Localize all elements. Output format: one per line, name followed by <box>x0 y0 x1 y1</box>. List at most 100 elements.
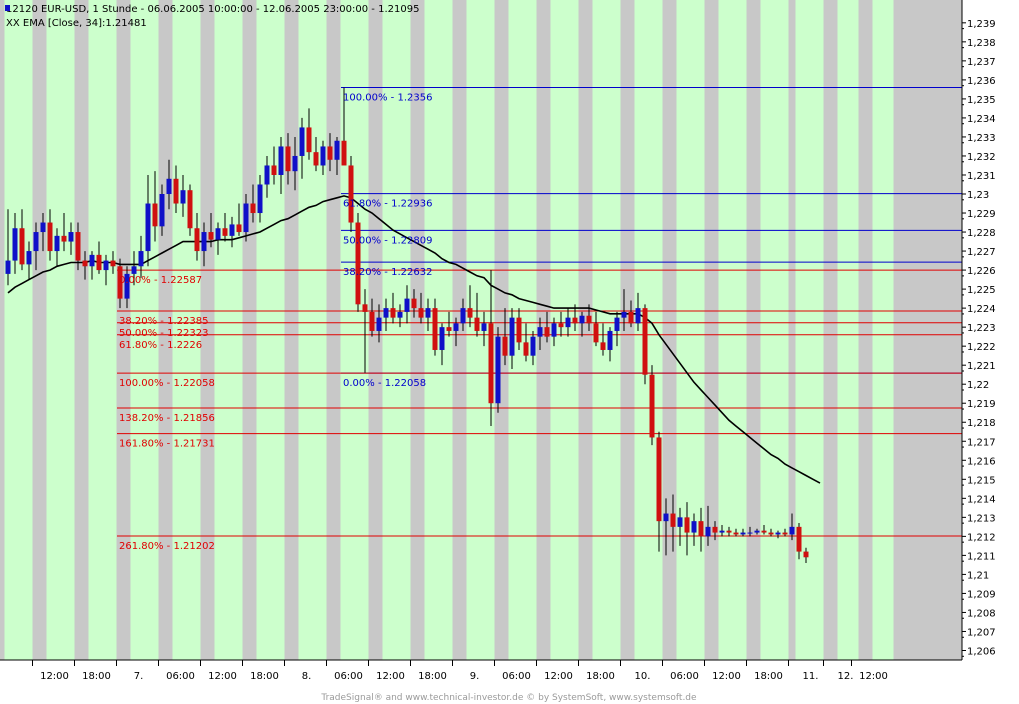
candle-body-up <box>481 323 487 331</box>
band-green <box>172 0 201 660</box>
candle-body-up <box>320 146 326 166</box>
candle-body-down <box>75 232 81 261</box>
x-tick-label: 12. <box>838 671 854 682</box>
y-tick-label: 1,219 <box>967 399 996 410</box>
x-tick-label: 06:00 <box>166 671 195 682</box>
y-tick-label: 1,22 <box>967 380 989 391</box>
x-tick-label: 12:00 <box>544 671 573 682</box>
candle-body-up <box>54 235 60 252</box>
candle-body-down <box>768 532 774 535</box>
candle-body-down <box>152 203 158 227</box>
candle-body-down <box>712 526 718 533</box>
candle-body-up <box>607 330 613 350</box>
candle-body-down <box>271 165 277 175</box>
band-green <box>795 0 824 660</box>
x-tick-label: 7. <box>134 671 144 682</box>
y-tick-label: 1,213 <box>967 513 996 524</box>
series-marker-icon <box>5 5 10 11</box>
x-axis-panel <box>0 660 962 690</box>
candle-body-down <box>327 146 333 160</box>
candle-body-up <box>131 266 137 274</box>
x-tick-label: 12:00 <box>40 671 69 682</box>
candle-body-up <box>460 308 466 324</box>
y-tick-label: 1,207 <box>967 627 996 638</box>
candlestick-series <box>5 87 809 563</box>
fib-label-red: 61.80% - 1.2226 <box>119 340 202 351</box>
candle-body-down <box>446 327 452 331</box>
candle-body-down <box>656 437 662 522</box>
fib-label-blue: 100.00% - 1.2356 <box>343 92 432 103</box>
candle-body-down <box>698 521 704 537</box>
x-tick-label: 10. <box>635 671 651 682</box>
y-tick-label: 1,235 <box>967 95 996 106</box>
candle-body-down <box>236 224 242 233</box>
y-tick-label: 1,208 <box>967 608 996 619</box>
candle-body-up <box>579 315 585 324</box>
x-tick-label: 18:00 <box>586 671 615 682</box>
y-tick-label: 1,228 <box>967 228 996 239</box>
candle-body-up <box>789 526 795 535</box>
candle-body-down <box>110 260 116 267</box>
candle-body-down <box>208 232 214 240</box>
fibonacci-labels: 100.00% - 1.2356 61.80% - 1.22936 50.00% -… <box>119 92 432 551</box>
y-axis: 1,206 1,207 1,208 1,209 1,21 1,211 1,212 1,213 1… <box>962 19 996 657</box>
candle-body-down <box>222 228 228 236</box>
candle-body-down <box>47 222 53 252</box>
candle-body-up <box>257 184 263 214</box>
candle-body-up <box>229 224 235 236</box>
candle-body-up <box>425 308 431 318</box>
candle-body-down <box>803 551 809 558</box>
candle-body-down <box>558 323 564 328</box>
candle-body-up <box>103 260 109 271</box>
candle-body-down <box>348 165 354 223</box>
candle-body-up <box>201 232 207 252</box>
candle-body-up <box>278 146 284 175</box>
fib-label-red: 161.80% - 1.21731 <box>119 439 215 450</box>
candle-body-down <box>117 266 123 299</box>
candle-body-up <box>124 273 130 299</box>
band-green <box>760 0 789 660</box>
candle-body-up <box>138 251 144 267</box>
candle-body-down <box>61 235 67 242</box>
header-title: 12120 EUR-USD, 1 Stunde - 06.06.2005 10:… <box>6 4 419 15</box>
candle-body-down <box>628 311 634 324</box>
x-tick-label: 12:00 <box>712 671 741 682</box>
candle-body-up <box>509 317 515 356</box>
fib-label-blue: 61.80% - 1.22936 <box>343 199 432 210</box>
fib-label-red: 0.00% - 1.22587 <box>119 275 202 286</box>
x-tick-label: 18:00 <box>250 671 279 682</box>
candle-body-down <box>523 342 529 356</box>
band-green <box>88 0 117 660</box>
band-green <box>298 0 327 660</box>
candle-body-up <box>166 178 172 195</box>
band-green <box>382 0 411 660</box>
candle-body-up <box>495 336 501 404</box>
candle-body-up <box>635 308 641 324</box>
candle-body-down <box>390 308 396 318</box>
fib-label-red: 138.20% - 1.21856 <box>119 413 215 424</box>
session-bands <box>0 0 962 660</box>
fib-label-blue: 0.00% - 1.22058 <box>343 378 426 389</box>
candle-body-down <box>670 513 676 527</box>
band-green <box>130 0 159 660</box>
candle-body-down <box>572 317 578 324</box>
band-green <box>340 0 369 660</box>
candle-body-up <box>691 521 697 533</box>
band-green <box>4 0 33 660</box>
x-tick-label: 9. <box>470 671 480 682</box>
fib-label-red: 38.20% - 1.22385 <box>119 316 208 327</box>
candle-body-down <box>194 228 200 252</box>
candle-body-down <box>467 308 473 318</box>
candle-body-down <box>642 308 648 375</box>
y-tick-label: 1,209 <box>967 589 996 600</box>
candle-body-down <box>355 222 361 305</box>
candle-body-up <box>453 323 459 331</box>
x-tick-label: 8. <box>302 671 312 682</box>
candle-body-up <box>5 260 11 274</box>
candle-body-up <box>334 140 340 160</box>
candle-body-down <box>369 311 375 331</box>
x-tick-label: 18:00 <box>418 671 447 682</box>
candle-body-up <box>565 317 571 328</box>
y-tick-label: 1,211 <box>967 551 996 562</box>
candle-body-up <box>40 222 46 233</box>
